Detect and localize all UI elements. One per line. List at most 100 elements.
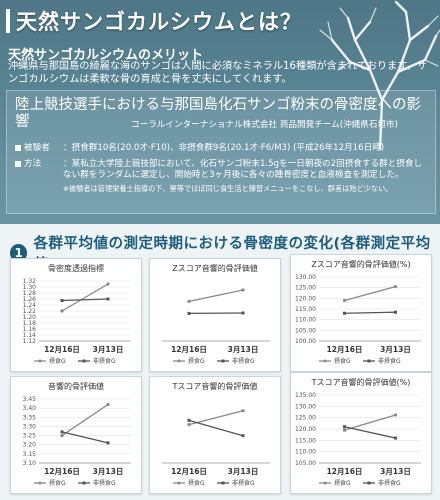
x-tick-label: 12月16日	[44, 345, 80, 354]
y-tick-label: 135.00	[295, 392, 316, 399]
y-tick-label: 115.00	[295, 306, 316, 313]
series-line-1	[344, 414, 396, 431]
merit-text: 沖縄県与那国島の綺麗な海のサンゴは人間に必須なミネラル16種類が含まれております…	[8, 61, 427, 85]
y-tick-label: 1.12	[23, 338, 37, 345]
chart-title: Tスコア音響的骨評価値	[172, 381, 258, 391]
legend-label: 非摂食G	[378, 357, 401, 365]
data-point	[60, 309, 64, 313]
legend-label: 摂食G	[49, 479, 66, 487]
study-organization: コーラルインターナショナル株式会社 商品開発チーム(沖縄県石垣市)	[131, 120, 398, 130]
x-tick-label: 12月16日	[171, 467, 207, 476]
y-tick-label: 1.18	[23, 320, 37, 327]
header-area	[0, 0, 440, 262]
title-accent-bar	[6, 9, 10, 33]
chart-card-1: 骨密度透過指標 1.12 1.14 1.16 1.18 1.20 1.22 1.24 1.26 1…	[10, 258, 142, 372]
legend-marker	[177, 359, 181, 363]
legend-marker	[38, 359, 42, 363]
data-point	[394, 436, 397, 440]
legend-label: 摂食G	[49, 357, 66, 365]
y-tick-label: 125.00	[295, 285, 316, 292]
bullet-square-icon	[15, 160, 21, 167]
series-line-2	[188, 419, 244, 437]
y-tick-label: 120.00	[295, 295, 316, 302]
series-line-2	[344, 426, 396, 439]
legend-marker	[38, 481, 42, 485]
x-tick-label: 12月16日	[327, 345, 363, 354]
data-point	[60, 299, 64, 302]
data-point	[393, 413, 398, 417]
legend-marker	[221, 481, 225, 485]
x-tick-label: 3月13日	[93, 345, 124, 354]
y-tick-label: 1.14	[23, 332, 37, 339]
x-tick-label: 12月16日	[44, 467, 80, 476]
series-line-1	[61, 403, 109, 437]
chart-title: Tスコア音響的骨評価値(%)	[311, 377, 411, 387]
legend-marker	[323, 481, 327, 485]
y-tick-label: 3.20	[23, 442, 37, 449]
chart-card-3: Zスコア音響的骨評価値(%) 100.00 105.00 110.00 115.00 12…	[290, 254, 432, 372]
method-text: ：某私立大学陸上競技部において、化石サンゴ粉末1.5gを一日朝夜の2回摂食する群…	[63, 159, 423, 180]
y-tick-label: 115.00	[295, 437, 316, 444]
legend-label: 摂食G	[188, 479, 205, 487]
y-tick-label: 130.00	[295, 403, 316, 410]
y-tick-label: 120.00	[295, 426, 316, 433]
y-tick-label: 130.00	[295, 274, 316, 281]
legend-label: 非摂食G	[93, 357, 116, 365]
data-point	[106, 282, 110, 286]
series-line-1	[188, 289, 244, 303]
y-tick-label: 1.26	[23, 296, 37, 303]
data-point	[394, 310, 397, 314]
data-point	[342, 298, 347, 303]
data-point	[187, 423, 191, 427]
legend-marker	[323, 359, 327, 363]
y-tick-label: 3.35	[23, 414, 37, 421]
chart-title: 骨密度透過指標	[48, 263, 104, 273]
data-point	[241, 311, 245, 315]
legend-label: 非摂食G	[378, 479, 401, 487]
y-tick-label: 3.45	[23, 396, 37, 403]
y-tick-label: 3.40	[23, 405, 37, 412]
series-line-2	[344, 311, 396, 314]
data-point	[106, 441, 110, 445]
data-point	[187, 299, 191, 303]
y-tick-label: 110.00	[295, 449, 316, 456]
data-point	[187, 311, 191, 315]
legend-marker	[367, 481, 371, 485]
chart-card-5: Tスコア音響的骨評価値 12月16日 3月13日 摂食G 非摂食G	[149, 376, 281, 494]
data-point	[343, 311, 346, 315]
y-tick-label: 1.24	[23, 302, 37, 309]
chart-1: 骨密度透過指標1.121.141.161.181.201.221.241.261…	[23, 263, 131, 365]
x-tick-label: 12月16日	[171, 345, 207, 354]
legend-marker	[82, 481, 86, 485]
y-tick-label: 3.25	[23, 433, 37, 440]
data-point	[60, 430, 64, 434]
data-point	[342, 428, 347, 432]
method-note: ※被験者は管理栄養士指導の下、寮等でほぼ同じ食生活と練習メニューをこなし、群差は…	[63, 184, 393, 193]
data-point	[241, 434, 245, 438]
data-point	[343, 425, 346, 429]
y-tick-label: 1.30	[23, 284, 37, 291]
method-label: 方法	[24, 159, 42, 169]
y-tick-label: 105.00	[295, 460, 316, 467]
x-tick-label: 3月13日	[380, 345, 411, 354]
chart-title: Zスコア音響的骨評価値	[172, 263, 257, 273]
y-tick-label: 125.00	[295, 415, 316, 422]
y-tick-label: 1.32	[23, 278, 37, 285]
chart-4: 音響的骨評価値 3.10 3.15 3.20 3.25 3.30 3.35 3.40 3.45 1…	[23, 381, 131, 487]
y-tick-label: 1.22	[23, 308, 37, 315]
data-point	[241, 288, 245, 292]
subjects-text: ：摂食群10名(20.0才·F10)、非摂食群9名(20.1才·F6/M3) (…	[63, 143, 385, 153]
y-tick-label: 100.00	[295, 338, 316, 345]
x-tick-label: 3月13日	[93, 467, 124, 476]
data-point	[393, 285, 398, 289]
legend-marker	[221, 359, 225, 363]
chart-3: Zスコア音響的骨評価値(%) 100.00 105.00 110.00 115.00 12…	[295, 259, 421, 365]
x-tick-label: 3月13日	[228, 345, 259, 354]
legend-label: 摂食G	[334, 479, 351, 487]
legend-label: 摂食G	[334, 357, 351, 365]
subjects-label: 被験者	[24, 143, 50, 153]
series-line-2	[61, 298, 109, 302]
method-row: 方法 ：某私立大学陸上競技部において、化石サンゴ粉末1.5gを一日朝夜の2回摂食す…	[15, 159, 427, 181]
